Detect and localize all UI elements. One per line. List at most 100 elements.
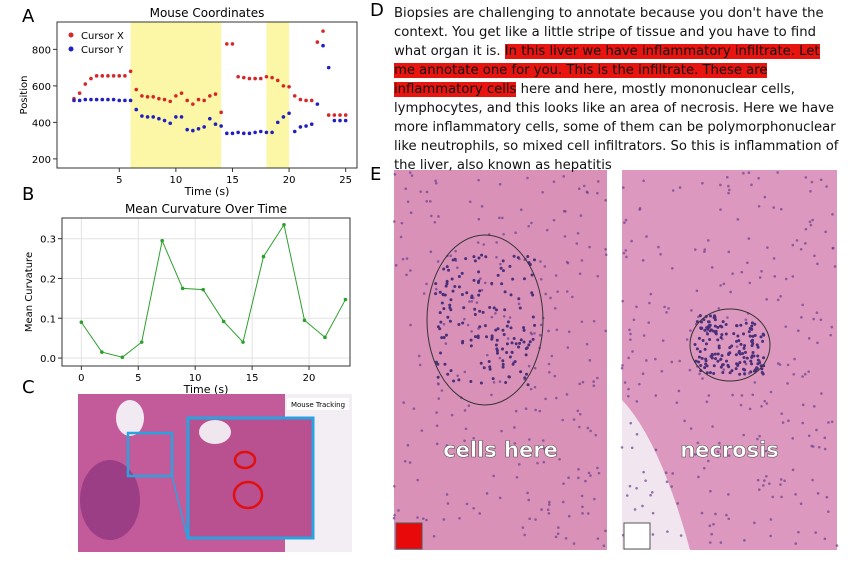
infiltrate-cell — [736, 334, 740, 338]
infiltrate-cell — [436, 325, 440, 329]
nucleus — [740, 270, 744, 274]
infiltrate-cell — [510, 341, 514, 345]
nucleus — [550, 354, 554, 358]
nucleus — [620, 366, 624, 370]
data-point — [275, 120, 280, 125]
nucleus — [539, 323, 543, 327]
data-point — [230, 131, 235, 136]
infiltrate-cell — [751, 351, 755, 355]
nucleus — [629, 421, 633, 425]
infiltrate-cell — [703, 366, 707, 370]
data-point — [208, 116, 212, 121]
data-point — [79, 320, 84, 325]
nucleus — [727, 454, 731, 457]
nucleus — [401, 257, 405, 261]
infiltrate-cell — [732, 332, 736, 336]
nucleus — [819, 178, 823, 182]
infiltrate-cell — [439, 320, 443, 324]
nucleus — [731, 393, 734, 397]
nucleus — [779, 478, 783, 481]
infiltrate-cell — [439, 351, 443, 355]
nucleus — [816, 262, 819, 266]
nucleus — [578, 425, 581, 429]
infiltrate-cell — [756, 345, 760, 349]
nucleus — [538, 333, 542, 337]
infiltrate-cell — [522, 340, 526, 344]
nucleus — [622, 251, 626, 255]
infiltrate-cell — [720, 333, 724, 337]
nucleus — [727, 191, 730, 195]
nucleus — [642, 470, 645, 474]
infiltrate-cell — [473, 259, 477, 263]
infiltrate-cell — [743, 372, 747, 376]
infiltrate-cell — [450, 277, 454, 281]
nucleus — [404, 187, 408, 190]
infiltrate-cell — [501, 328, 505, 332]
nucleus — [527, 438, 531, 441]
infiltrate-cell — [503, 308, 507, 312]
infiltrate-cell — [532, 258, 536, 262]
nucleus — [552, 180, 556, 184]
nucleus — [780, 495, 783, 499]
data-point — [270, 75, 274, 80]
nucleus — [554, 274, 558, 277]
infiltrate-cell — [703, 347, 707, 351]
nucleus — [486, 353, 489, 357]
infiltrate-cell — [492, 306, 496, 310]
nucleus — [829, 333, 833, 337]
data-line — [80, 223, 346, 358]
nucleus — [538, 409, 542, 413]
data-point — [145, 95, 150, 99]
nucleus — [710, 266, 714, 269]
infiltrate-cell — [488, 365, 492, 369]
nucleus — [632, 318, 636, 322]
nucleus — [467, 404, 471, 407]
nucleus — [621, 364, 624, 367]
data-point — [185, 98, 189, 103]
nucleus — [747, 171, 751, 175]
nucleus — [500, 429, 503, 433]
infiltrate-cell — [464, 257, 468, 261]
nucleus — [727, 493, 730, 496]
infiltrate-cell — [501, 347, 504, 351]
infiltrate-cell — [448, 319, 452, 323]
infiltrate-cell — [760, 371, 764, 375]
infiltrate-cell — [442, 267, 446, 271]
data-point — [201, 287, 205, 292]
infiltrate-cell — [533, 323, 537, 327]
data-point — [111, 74, 116, 78]
infiltrate-cell — [509, 293, 513, 297]
data-point — [77, 91, 82, 95]
tissue-hole — [116, 400, 144, 436]
data-point — [321, 43, 325, 48]
nucleus — [809, 223, 813, 227]
nucleus — [586, 512, 590, 515]
infiltrate-cell — [750, 339, 754, 343]
nucleus — [776, 298, 780, 302]
nucleus — [779, 294, 782, 298]
data-point — [258, 129, 263, 134]
nucleus — [586, 426, 590, 430]
y-tick-label: 0.3 — [40, 235, 56, 246]
infiltrate-cell — [476, 280, 480, 284]
nucleus — [483, 281, 487, 285]
nucleus — [696, 441, 700, 445]
nucleus — [445, 493, 449, 496]
infiltrate-cell — [445, 282, 449, 286]
nucleus — [705, 330, 709, 334]
nucleus — [757, 488, 761, 491]
infiltrate-cell — [448, 303, 452, 307]
infiltrate-cell — [759, 335, 763, 339]
nucleus — [707, 394, 711, 397]
nucleus — [809, 189, 812, 193]
nucleus — [604, 253, 608, 257]
nucleus — [495, 241, 498, 244]
x-axis-label: Time (s) — [183, 383, 229, 396]
data-point — [77, 98, 82, 103]
nucleus — [670, 360, 674, 364]
infiltrate-cell — [495, 351, 499, 355]
infiltrate-cell — [713, 352, 717, 356]
infiltrate-cell — [750, 324, 754, 328]
nucleus — [539, 278, 543, 281]
nucleus — [757, 176, 760, 180]
